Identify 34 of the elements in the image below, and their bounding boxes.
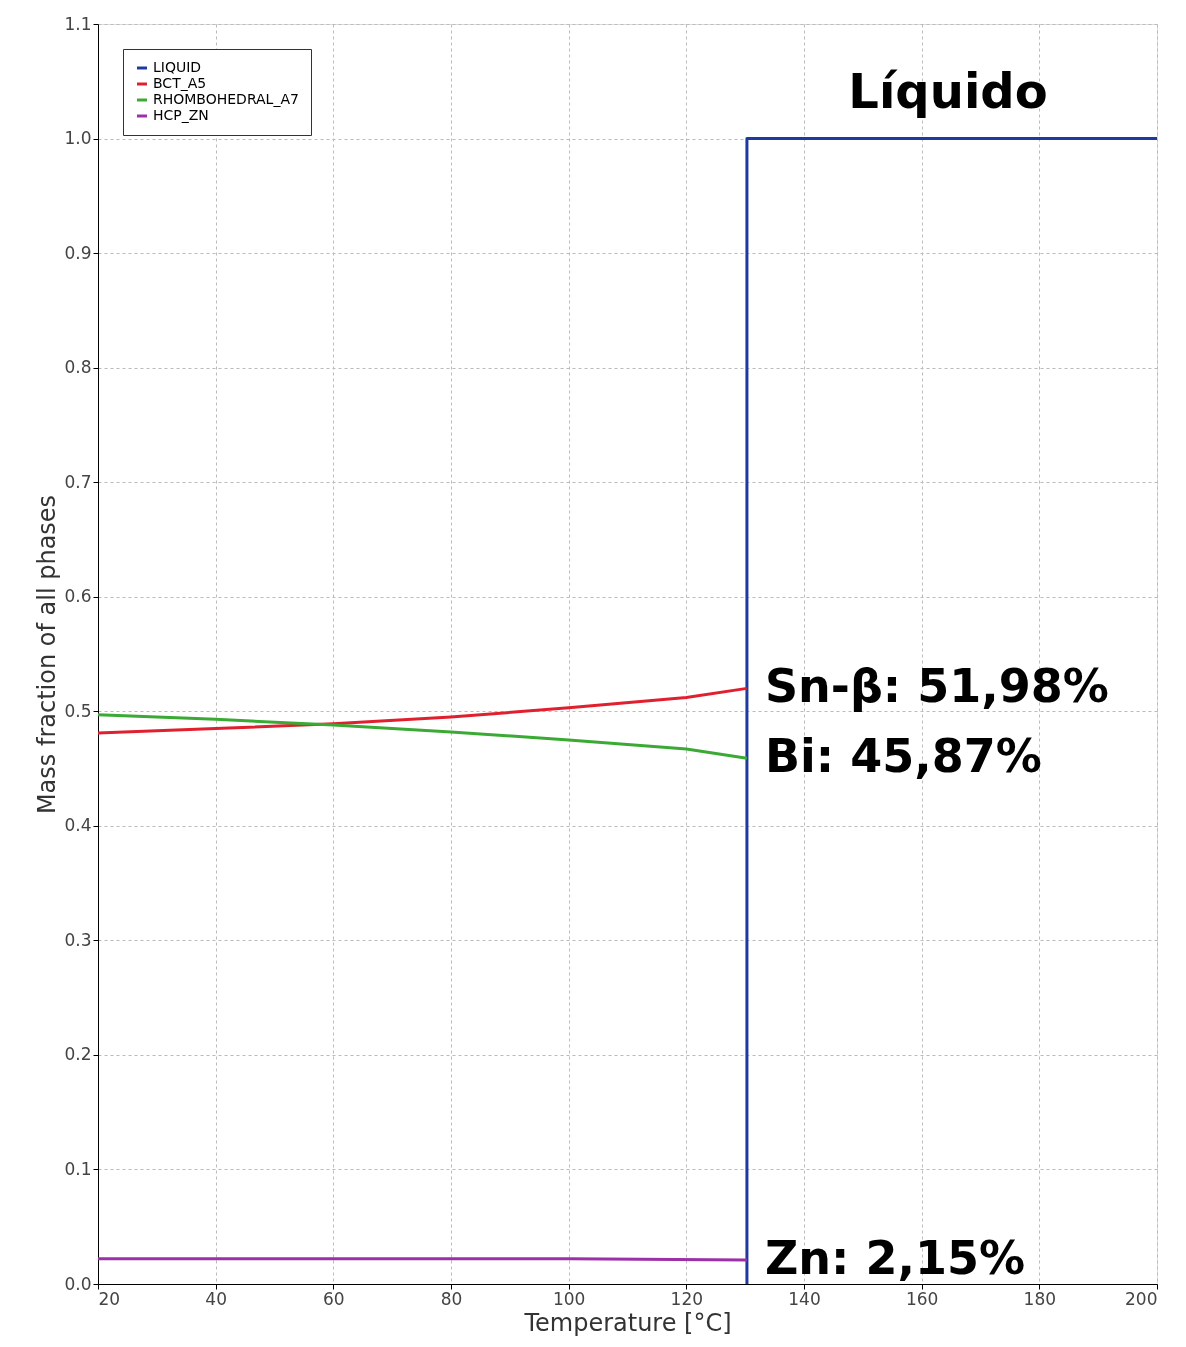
y-tick-label: 0.6 bbox=[64, 586, 92, 607]
legend-label: LIQUID bbox=[153, 59, 202, 75]
y-tick-label: 0.5 bbox=[64, 700, 92, 721]
line-series bbox=[98, 686, 749, 735]
x-tick-label: 200 bbox=[1125, 1288, 1158, 1309]
x-tick-label: 80 bbox=[440, 1288, 463, 1309]
y-tick-label: 0.8 bbox=[64, 357, 92, 378]
x-tick-label: 160 bbox=[905, 1288, 939, 1309]
y-tick-label: 1.1 bbox=[64, 13, 92, 34]
legend-label: HCP_ZN bbox=[153, 107, 209, 123]
x-axis-title: Temperature [°C] bbox=[523, 1308, 732, 1337]
annotation: Líquido bbox=[848, 63, 1048, 119]
y-tick-label: 0.4 bbox=[64, 815, 92, 836]
x-tick-label: 20 bbox=[98, 1288, 121, 1309]
x-tick-label: 180 bbox=[1023, 1288, 1057, 1309]
y-tick-label: 0.9 bbox=[64, 242, 92, 263]
y-tick-label: 1.0 bbox=[64, 128, 92, 149]
annotation: Sn-β: 51,98% bbox=[764, 659, 1109, 714]
legend-label: BCT_A5 bbox=[153, 75, 207, 91]
x-tick-label: 60 bbox=[323, 1288, 345, 1309]
y-tick-label: 0.7 bbox=[64, 471, 92, 492]
y-tick-label: 0.2 bbox=[64, 1044, 92, 1065]
y-tick-label: 0.0 bbox=[64, 1273, 92, 1294]
annotation: Bi: 45,87% bbox=[764, 729, 1042, 784]
x-tick-label: 120 bbox=[670, 1288, 704, 1309]
x-tick-label: 40 bbox=[205, 1288, 227, 1309]
x-tick-label: 100 bbox=[552, 1288, 586, 1309]
annotation: Zn: 2,15% bbox=[764, 1230, 1026, 1285]
y-axis-title: Mass fraction of all phases bbox=[33, 494, 62, 815]
y-tick-label: 0.3 bbox=[64, 929, 92, 950]
x-tick-label: 140 bbox=[788, 1288, 821, 1309]
y-tick-label: 0.1 bbox=[64, 1158, 92, 1179]
line-series bbox=[98, 713, 749, 760]
legend-label: RHOMBOHEDRAL_A7 bbox=[153, 91, 299, 107]
